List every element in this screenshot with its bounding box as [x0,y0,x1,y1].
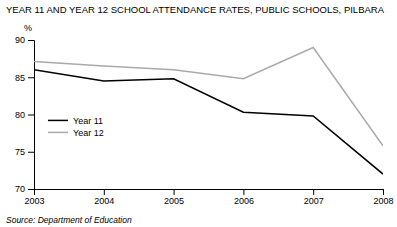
x-tick: 2008 [373,189,393,206]
plot-area [34,47,383,174]
chart: YEAR 11 AND YEAR 12 SCHOOL ATTENDANCE RA… [0,0,397,227]
x-tick-label: 2008 [373,196,393,206]
x-tick: 2006 [234,189,254,206]
y-tick-mark [28,115,34,116]
y-tick-mark [28,189,34,190]
y-tick-label: 70 [15,184,25,194]
legend-swatch [48,120,68,122]
x-tick: 2004 [94,189,114,206]
legend-item: Year 11 [48,116,103,126]
y-tick-mark [28,40,34,41]
series-line [34,70,383,174]
x-tick-label: 2005 [164,196,184,206]
x-axis: 2003 2004 2005 2006 2007 2008 [24,189,393,206]
legend: Year 11 Year 12 [48,116,104,138]
x-tick-mark [243,189,244,195]
x-tick-mark [104,189,105,195]
y-tick-label: 85 [15,73,25,83]
x-axis-line [35,190,384,196]
x-tick-label: 2006 [234,196,254,206]
y-tick-label: 80 [15,110,25,120]
y-tick: 85 [15,73,34,83]
series-line [34,47,383,145]
y-tick: 90 [15,35,34,45]
y-tick-mark [28,77,34,78]
y-axis: 70 75 80 85 90 [15,35,35,194]
y-axis-label: % [24,23,32,33]
x-tick-mark [313,189,314,195]
legend-swatch [48,132,68,134]
chart-container: YEAR 11 AND YEAR 12 SCHOOL ATTENDANCE RA… [0,0,397,227]
legend-item: Year 12 [48,128,104,138]
x-tick-label: 2004 [94,196,114,206]
y-tick: 80 [15,110,34,120]
legend-label: Year 12 [73,128,104,138]
title: YEAR 11 AND YEAR 12 SCHOOL ATTENDANCE RA… [6,4,385,15]
y-tick-mark [28,152,34,153]
x-tick-label: 2007 [304,196,324,206]
x-tick-mark [383,189,384,195]
y-tick: 70 [15,184,34,194]
y-tick-label: 90 [15,35,25,45]
y-tick: 75 [15,147,34,157]
legend-label: Year 11 [73,116,103,126]
x-tick-label: 2003 [24,196,44,206]
source-note: Source: Department of Education [6,215,132,225]
x-tick-mark [174,189,175,195]
x-tick: 2007 [304,189,324,206]
x-tick: 2005 [164,189,184,206]
y-axis-line [28,41,35,190]
y-tick-label: 75 [15,147,25,157]
x-tick: 2003 [24,189,44,206]
